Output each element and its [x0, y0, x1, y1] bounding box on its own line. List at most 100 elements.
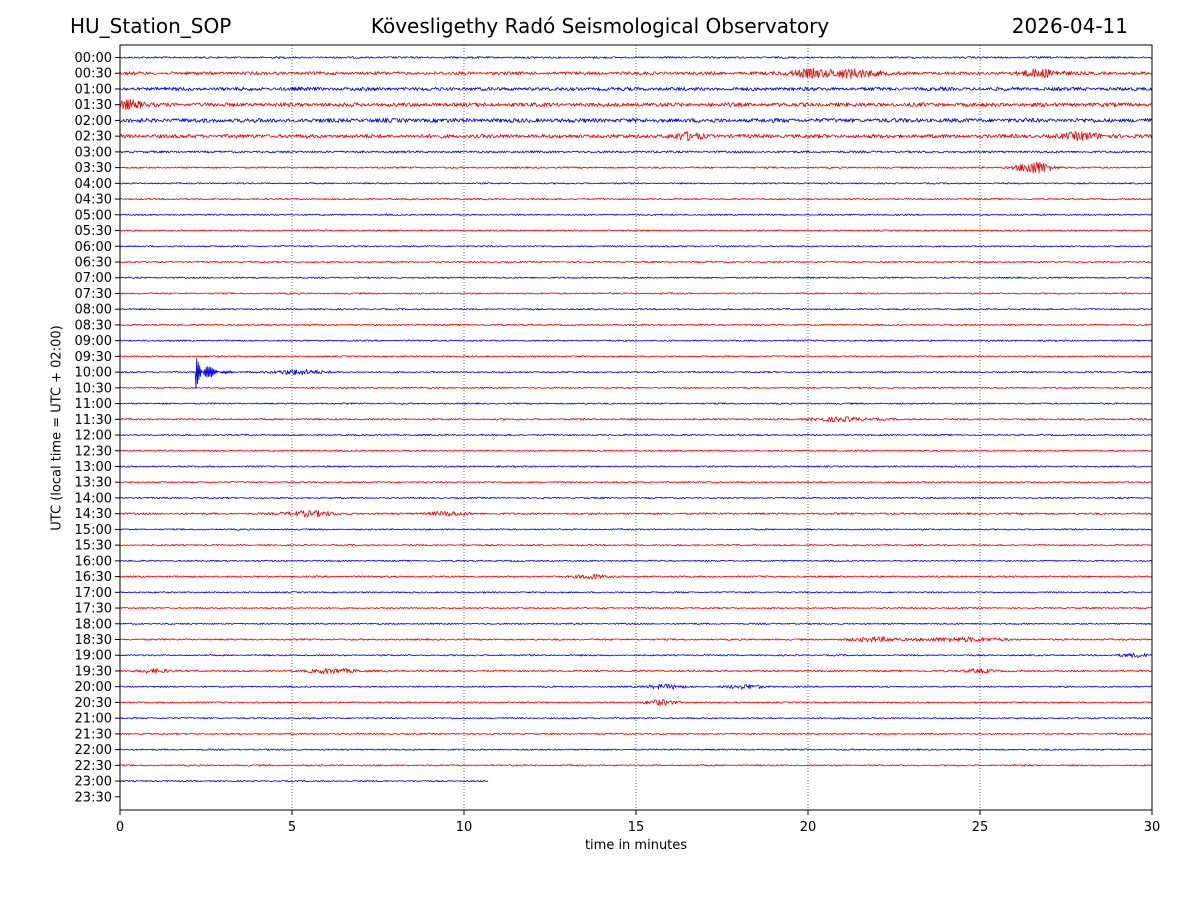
trace-1730: [119, 606, 1153, 610]
trace-1900: [119, 652, 1153, 658]
y-tick-label: 22:00: [75, 743, 112, 758]
y-tick-label: 10:30: [75, 381, 112, 396]
y-tick-label: 16:00: [75, 554, 112, 569]
trace-0800: [119, 308, 1153, 311]
trace-1700: [119, 591, 1153, 594]
y-tick-label: 05:30: [75, 224, 112, 239]
trace-group: [119, 56, 1153, 783]
trace-2130: [119, 732, 1153, 736]
trace-1400: [119, 496, 1153, 500]
y-tick-label: 20:30: [75, 696, 112, 711]
y-tick-label: 23:30: [75, 790, 112, 805]
x-tick-label: 20: [800, 820, 817, 835]
y-tick-label: 01:30: [75, 98, 112, 113]
trace-1300: [119, 465, 1153, 468]
y-tick-label: 03:00: [75, 145, 112, 160]
y-tick-label: 16:30: [75, 570, 112, 585]
y-tick-label: 12:30: [75, 444, 112, 459]
y-tick-label: 21:30: [75, 727, 112, 742]
trace-0330: [119, 161, 1153, 174]
trace-0230: [119, 131, 1153, 142]
y-axis-label: UTC (local time = UTC + 02:00): [49, 325, 65, 531]
y-tick-label: 18:30: [75, 633, 112, 648]
x-tick-label: 15: [628, 820, 645, 835]
y-tick-label: 17:30: [75, 602, 112, 617]
y-tick-label: 20:00: [75, 680, 112, 695]
trace-0700: [119, 276, 1153, 279]
x-tick-label: 30: [1144, 820, 1161, 835]
trace-1930: [119, 667, 1153, 675]
trace-1200: [119, 433, 1153, 437]
trace-1530: [119, 543, 1153, 547]
y-tick-label: 02:00: [75, 114, 112, 129]
trace-0100: [119, 86, 1153, 92]
y-tick-label: 10:00: [75, 366, 112, 381]
y-tick-label: 04:00: [75, 177, 112, 192]
trace-0730: [119, 292, 1153, 295]
y-tick-label: 11:30: [75, 413, 112, 428]
trace-0200: [119, 117, 1153, 123]
trace-2300: [119, 779, 489, 783]
y-tick-label: 01:00: [75, 82, 112, 97]
y-tick-label: 07:30: [75, 287, 112, 302]
y-tick-label: 07:00: [75, 271, 112, 286]
y-tick-label: 08:30: [75, 318, 112, 333]
trace-0000: [119, 56, 1153, 59]
trace-1330: [119, 481, 1153, 484]
x-tick-label: 0: [116, 820, 124, 835]
trace-1500: [119, 528, 1153, 531]
y-tick-label: 13:00: [75, 460, 112, 475]
trace-0300: [119, 150, 1153, 154]
trace-1800: [119, 622, 1153, 625]
y-tick-label: 04:30: [75, 193, 112, 208]
trace-0530: [119, 229, 1153, 232]
trace-2100: [119, 717, 1153, 720]
y-tick-label: 15:30: [75, 539, 112, 554]
x-ticks: 0 5 10 15 20 25 30: [116, 810, 1160, 835]
trace-0130: [119, 98, 1153, 111]
y-tick-label: 06:30: [75, 255, 112, 270]
trace-1600: [119, 559, 1153, 563]
trace-1030: [119, 386, 1153, 389]
y-tick-label: 11:00: [75, 397, 112, 412]
chart-date: 2026-04-11: [1011, 14, 1128, 38]
trace-0630: [119, 260, 1153, 264]
station-name: HU_Station_SOP: [70, 14, 232, 38]
y-tick-label: 09:00: [75, 334, 112, 349]
trace-2230: [119, 764, 1153, 767]
trace-0500: [119, 213, 1153, 216]
y-tick-label: 06:00: [75, 240, 112, 255]
y-tick-label: 15:00: [75, 523, 112, 538]
trace-1630: [119, 573, 1153, 580]
trace-0900: [119, 339, 1153, 342]
y-tick-label: 00:30: [75, 67, 112, 82]
y-tick-label: 14:30: [75, 507, 112, 522]
trace-0830: [119, 323, 1153, 327]
trace-1830: [119, 636, 1153, 643]
y-tick-label: 03:30: [75, 161, 112, 176]
y-tick-label: 05:00: [75, 208, 112, 223]
trace-1130: [119, 416, 1153, 423]
y-tick-label: 19:00: [75, 649, 112, 664]
y-tick-label: 02:30: [75, 130, 112, 145]
trace-2000: [119, 683, 1153, 690]
y-tick-label: 21:00: [75, 712, 112, 727]
x-axis-label: time in minutes: [584, 838, 688, 853]
trace-1000: [119, 357, 1153, 390]
x-tick-label: 10: [456, 820, 473, 835]
trace-0930: [119, 355, 1153, 358]
y-tick-label: 22:30: [75, 759, 112, 774]
y-tick-label: 09:30: [75, 350, 112, 365]
trace-1100: [119, 402, 1153, 405]
x-tick-label: 5: [288, 820, 296, 835]
grid-lines: [291, 45, 981, 810]
trace-0600: [119, 245, 1153, 248]
x-tick-label: 25: [972, 820, 989, 835]
y-tick-label: 17:00: [75, 586, 112, 601]
trace-0400: [119, 182, 1153, 185]
y-tick-label: 19:30: [75, 664, 112, 679]
y-tick-label: 14:00: [75, 491, 112, 506]
y-tick-label: 18:00: [75, 617, 112, 632]
trace-2200: [119, 748, 1153, 751]
trace-2030: [119, 699, 1153, 706]
